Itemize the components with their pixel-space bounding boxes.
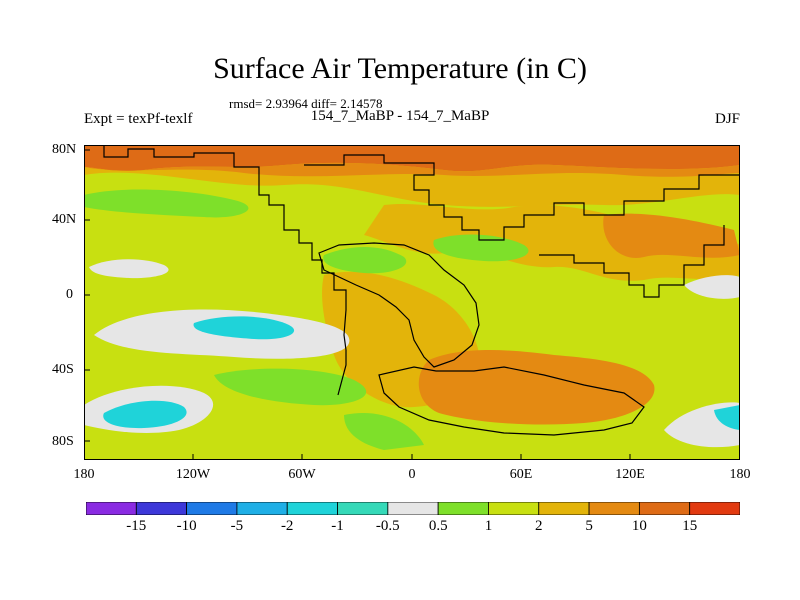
lon-tick-60e: 60E (509, 467, 533, 482)
colorbar-swatch (186, 502, 238, 515)
green-patch-south-atl (344, 413, 424, 450)
tick-marks (84, 149, 631, 460)
coastline-africa (318, 242, 480, 368)
experiment-label: Expt = texPf-texlf (84, 111, 193, 127)
colorbar-label: 0.5 (428, 518, 448, 534)
temperature-map (84, 145, 740, 460)
lon-tick-60w: 60W (288, 467, 316, 482)
asia-orange (603, 213, 740, 258)
lat-tick-80n: 80N (52, 142, 77, 157)
lon-tick-180e: 180 (729, 467, 751, 482)
colorbar-swatch (437, 502, 489, 515)
colorbar-swatch (86, 502, 137, 515)
colorbar-label: -5 (230, 518, 244, 534)
colorbar-swatch (135, 502, 188, 515)
colorbar-label: 1 (484, 518, 493, 534)
plot-title: Surface Air Temperature (in C) (213, 52, 587, 85)
colorbar-label: -1 (331, 518, 344, 534)
cold-cyan-east (714, 405, 740, 430)
colorbar-label: -0.5 (375, 518, 400, 534)
coastline-eurasia (304, 154, 740, 241)
green-patch-mid-pac (84, 189, 249, 218)
season-label: DJF (714, 111, 740, 127)
subtitle: 154_7_MaBP - 154_7_MaBP (310, 108, 490, 124)
colorbar-label: -10 (176, 518, 197, 534)
lat-tick-40s: 40S (52, 362, 74, 377)
colorbar (86, 502, 740, 515)
eurasia-warm (364, 203, 740, 281)
colorbar-swatch (236, 502, 288, 515)
cold-cyan-south (103, 400, 187, 429)
lon-tick-0: 0 (408, 467, 416, 482)
colorbar-label: 5 (585, 518, 593, 534)
colorbar-swatch (337, 502, 389, 515)
southern-continent-orange (418, 350, 655, 425)
colorbar-swatch (538, 502, 590, 515)
cold-white-east-tropic (684, 275, 740, 299)
hot-band-north (84, 145, 740, 172)
colorbar-label: 2 (535, 518, 543, 534)
lat-tick-0: 0 (66, 287, 73, 302)
lon-tick-180w: 180 (73, 467, 95, 482)
cold-cyan-tropical (193, 316, 295, 340)
colorbar-label: -15 (126, 518, 147, 534)
colorbar-swatch (689, 502, 740, 515)
lon-tick-120w: 120W (175, 467, 211, 482)
coastline-americas (103, 145, 347, 396)
lon-tick-120e: 120E (615, 467, 645, 482)
coastline-south-continent (378, 366, 645, 436)
green-patch-southern-ocean (214, 368, 367, 406)
green-patch-indian (433, 234, 529, 262)
colorbar-swatch (588, 502, 640, 515)
colorbar-swatch (488, 502, 540, 515)
orange-band-north (84, 162, 740, 177)
coastline-east-asia (539, 225, 725, 298)
colorbar-label: 15 (682, 518, 698, 534)
colorbar-swatch (387, 502, 439, 515)
colorbar-label: -2 (280, 518, 294, 534)
stats-line: rmsd= 2.93964 diff= 2.14578 (229, 96, 383, 111)
cold-white-north-pac (89, 259, 169, 279)
colorbar-label: 10 (631, 518, 647, 534)
green-patch-africa (323, 246, 407, 274)
lat-tick-40n: 40N (52, 212, 77, 227)
colorbar-swatch (638, 502, 691, 515)
colorbar-swatch (286, 502, 338, 515)
lat-tick-80s: 80S (52, 434, 74, 449)
